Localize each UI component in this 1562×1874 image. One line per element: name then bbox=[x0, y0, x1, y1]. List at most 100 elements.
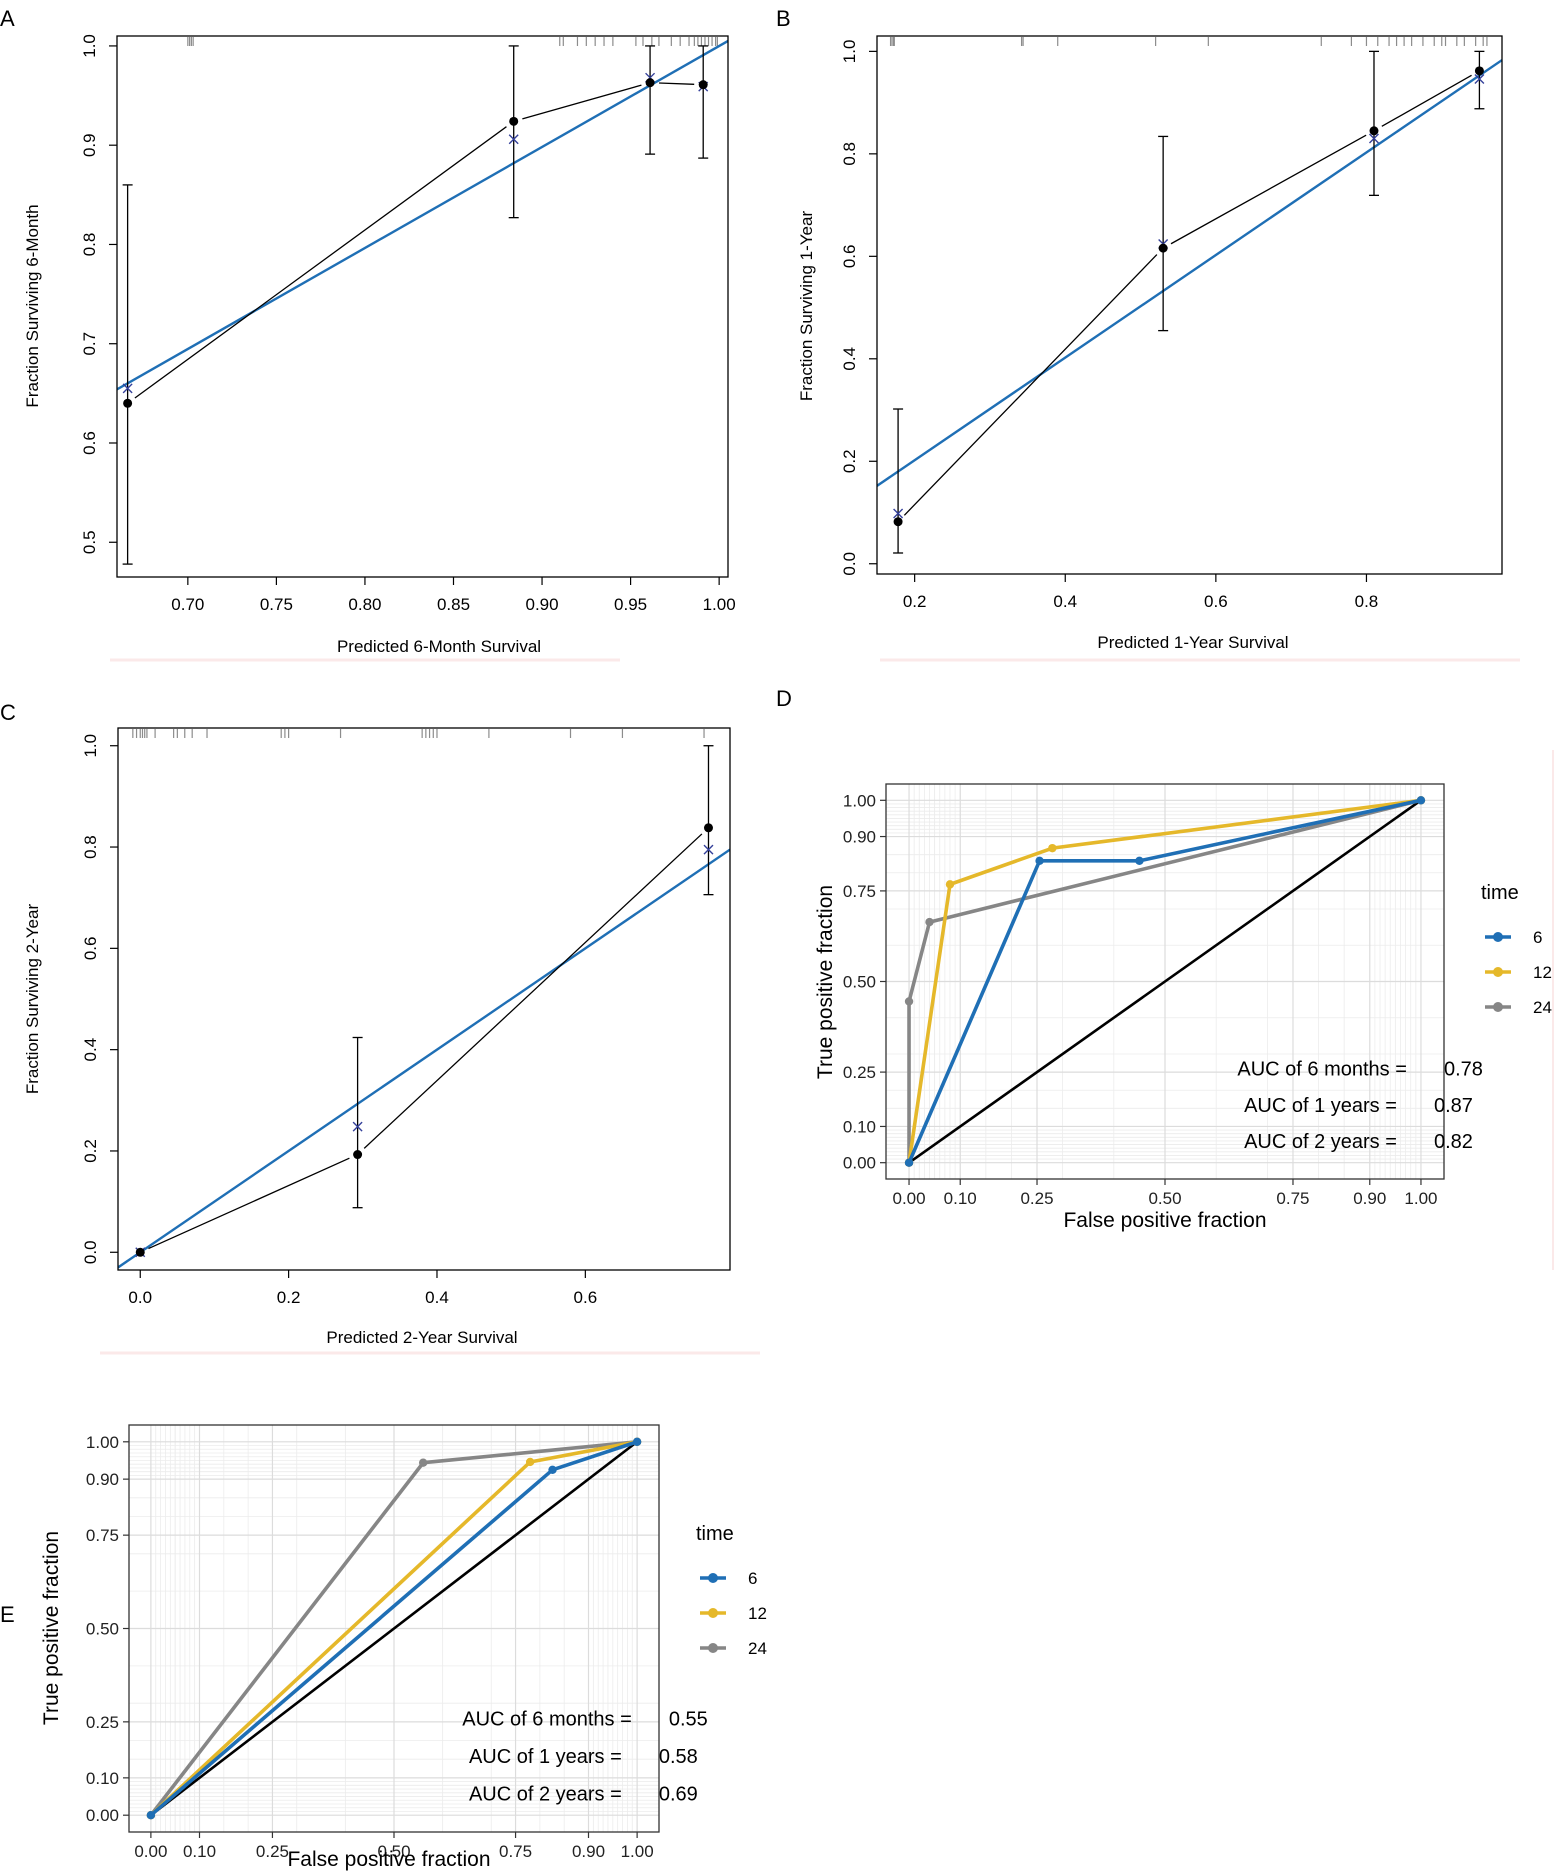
x-axis-label: Predicted 6-Month Survival bbox=[337, 637, 541, 656]
y-axis-label: True positive fraction bbox=[40, 1531, 63, 1725]
roc-point-24 bbox=[925, 917, 934, 927]
observed-point bbox=[123, 398, 133, 408]
plot-area bbox=[117, 37, 728, 565]
legend-key-point bbox=[1493, 967, 1503, 977]
legend-key-point bbox=[708, 1643, 718, 1653]
y-tick-label: 0.90 bbox=[86, 1470, 119, 1489]
x-axis-label: Predicted 2-Year Survival bbox=[326, 1328, 517, 1347]
legend-label: 12 bbox=[748, 1604, 767, 1623]
panel-label: D bbox=[776, 686, 792, 711]
auc-value: 0.87 bbox=[1434, 1095, 1473, 1117]
x-tick-label: 0.80 bbox=[348, 595, 381, 614]
auc-label: AUC of 1 years = bbox=[1244, 1095, 1397, 1117]
auc-label: AUC of 6 months = bbox=[462, 1709, 632, 1731]
legend-label: 12 bbox=[1533, 963, 1552, 982]
x-axis-label: False positive fraction bbox=[1063, 1209, 1266, 1232]
x-tick-label: 0.2 bbox=[903, 592, 927, 611]
x-tick-label: 0.8 bbox=[1355, 592, 1379, 611]
y-tick-label: 0.25 bbox=[86, 1713, 119, 1732]
legend-title: time bbox=[696, 1523, 734, 1545]
roc-point-6 bbox=[1416, 796, 1426, 805]
auc-value: 0.82 bbox=[1434, 1131, 1473, 1153]
y-tick-label: 1.00 bbox=[86, 1433, 119, 1452]
observed-point bbox=[698, 80, 708, 90]
panel-label: E bbox=[0, 1602, 15, 1627]
x-tick-label: 0.00 bbox=[134, 1842, 167, 1861]
x-tick-label: 0.0 bbox=[128, 1288, 152, 1307]
x-tick-label: 0.50 bbox=[1148, 1189, 1181, 1208]
fitted-x-marker bbox=[122, 383, 133, 394]
observed-line-segment bbox=[363, 833, 703, 1149]
panel-c: C 0.0 0.2 0.4 0.6 0.0 0.2 0.4 0.6 0.8 1.0 Predicted… bbox=[0, 700, 760, 1355]
x-tick-label: 0.75 bbox=[1276, 1189, 1309, 1208]
fitted-x-marker bbox=[352, 1121, 363, 1132]
legend-key-point bbox=[1493, 932, 1503, 942]
legend-label: 24 bbox=[1533, 998, 1552, 1017]
auc-value: 0.69 bbox=[659, 1783, 698, 1805]
observed-point bbox=[353, 1150, 363, 1160]
x-tick-label: 0.25 bbox=[256, 1842, 289, 1861]
y-tick-label: 0.0 bbox=[840, 552, 859, 576]
x-tick-label: 0.75 bbox=[499, 1842, 532, 1861]
y-tick-label: 0.00 bbox=[86, 1806, 119, 1825]
roc-line-6 bbox=[907, 798, 1422, 1164]
y-tick-label: 1.0 bbox=[80, 34, 99, 58]
fitted-x-marker bbox=[1368, 133, 1379, 144]
x-tick-label: 1.00 bbox=[1404, 1189, 1437, 1208]
y-tick-label: 0.2 bbox=[840, 449, 859, 473]
x-tick-label: 0.70 bbox=[171, 595, 204, 614]
roc-point-6 bbox=[904, 1158, 914, 1167]
roc-point-6 bbox=[146, 1810, 156, 1820]
auc-label: AUC of 1 years = bbox=[469, 1746, 622, 1768]
y-tick-label: 0.4 bbox=[81, 1038, 100, 1062]
y-tick-label: 0.6 bbox=[81, 937, 100, 961]
x-tick-label: 0.10 bbox=[183, 1842, 216, 1861]
diagonal-reference-line bbox=[908, 799, 1422, 1164]
y-tick-label: 0.75 bbox=[843, 882, 876, 901]
roc-line-24 bbox=[907, 798, 1422, 1163]
panel-a: A 0.70 0.75 0.80 0.85 0.90 0.95 1.00 0.5 0.6 0.7 0.… bbox=[0, 6, 736, 662]
x-axis-label: Predicted 1-Year Survival bbox=[1097, 633, 1288, 652]
y-tick-label: 0.50 bbox=[843, 973, 876, 992]
x-tick-label: 0.85 bbox=[437, 595, 470, 614]
observed-line-segment bbox=[1170, 134, 1367, 245]
y-tick-label: 1.0 bbox=[81, 734, 100, 758]
ideal-line bbox=[877, 59, 1502, 487]
y-tick-label: 0.90 bbox=[843, 828, 876, 847]
observed-point bbox=[509, 116, 519, 126]
x-tick-label: 1.00 bbox=[621, 1842, 654, 1861]
y-axis-label: Fraction Surviving 2-Year bbox=[23, 904, 42, 1095]
roc-point-6 bbox=[632, 1437, 642, 1447]
x-axis-label: False positive fraction bbox=[287, 1848, 490, 1871]
y-tick-label: 0.8 bbox=[840, 142, 859, 166]
panel-d: D 0.00 0.10 0.25 0.50 0.75 0.90 1.00 0.00 0.10 0.2… bbox=[776, 686, 1552, 1232]
y-tick-label: 0.50 bbox=[86, 1620, 119, 1639]
observed-point bbox=[645, 78, 655, 88]
x-tick-label: 0.95 bbox=[614, 595, 647, 614]
ideal-line bbox=[118, 848, 730, 1269]
plot-area bbox=[877, 37, 1502, 554]
observed-line-segment bbox=[903, 254, 1158, 516]
auc-value: 0.55 bbox=[669, 1709, 708, 1731]
legend-label: 24 bbox=[748, 1639, 767, 1658]
y-tick-label: 0.00 bbox=[843, 1154, 876, 1173]
plot-frame bbox=[116, 35, 729, 578]
y-tick-label: 0.0 bbox=[81, 1240, 100, 1264]
observed-point bbox=[703, 823, 713, 833]
roc-point-24 bbox=[418, 1458, 428, 1467]
roc-line-12 bbox=[907, 798, 1422, 1163]
auc-label: AUC of 6 months = bbox=[1237, 1059, 1407, 1081]
panel-label: A bbox=[0, 6, 15, 31]
fitted-x-marker bbox=[508, 134, 519, 145]
observed-line-segment bbox=[522, 84, 642, 120]
observed-line-segment bbox=[659, 82, 695, 85]
y-tick-label: 0.2 bbox=[81, 1139, 100, 1163]
x-tick-label: 0.2 bbox=[277, 1288, 301, 1307]
y-tick-label: 0.10 bbox=[843, 1117, 876, 1136]
auc-label: AUC of 2 years = bbox=[1244, 1131, 1397, 1153]
plot-frame bbox=[117, 727, 731, 1271]
y-axis-label: True positive fraction bbox=[814, 885, 837, 1079]
observed-line-segment bbox=[148, 1157, 350, 1250]
x-tick-label: 0.90 bbox=[525, 595, 558, 614]
